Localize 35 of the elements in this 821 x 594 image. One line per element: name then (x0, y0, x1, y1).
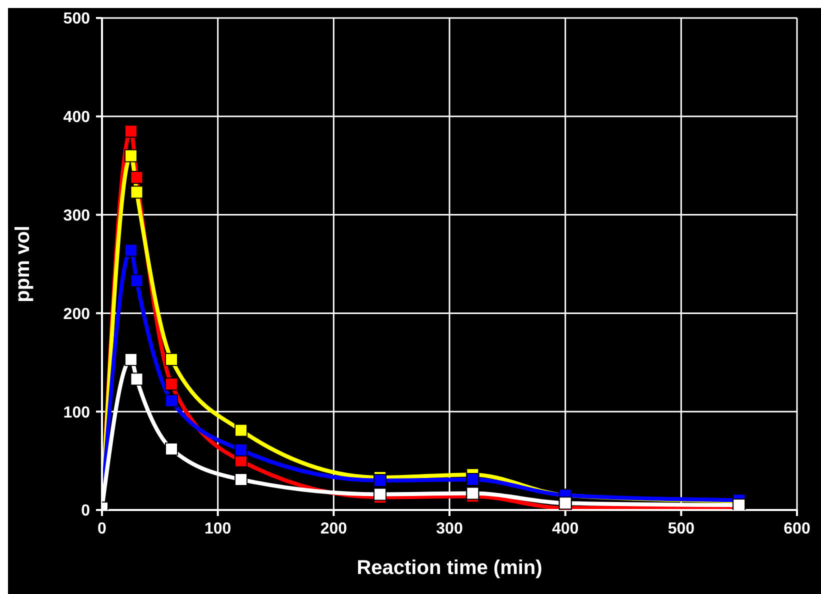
point (165, 378, 178, 391)
point (124, 244, 138, 257)
y-tick-label: 0 (81, 502, 90, 520)
x-tick-label: 300 (436, 520, 463, 538)
point (466, 486, 480, 500)
y-tick-label: 400 (63, 109, 90, 126)
y-tick-label: 500 (63, 10, 90, 28)
point (130, 274, 144, 288)
x-tick-label: 400 (552, 520, 579, 538)
point (466, 472, 480, 486)
point (124, 149, 138, 162)
point (130, 372, 144, 386)
point (374, 488, 386, 501)
point (130, 170, 144, 184)
y-tick-label: 100 (63, 404, 90, 422)
point (124, 124, 138, 138)
y-tick-label: 300 (63, 207, 90, 224)
y-tick-label: 200 (63, 306, 90, 323)
x-tick-label: 500 (668, 520, 695, 538)
point (124, 352, 138, 366)
y-axis-title: ppm vol (12, 226, 34, 302)
point (165, 442, 178, 456)
point (234, 472, 248, 486)
point (558, 496, 572, 510)
x-tick-label: 600 (784, 520, 810, 538)
point (374, 474, 386, 487)
x-tick-label: 200 (320, 520, 348, 538)
point (130, 186, 144, 199)
point (234, 424, 248, 437)
point (165, 352, 178, 366)
x-tick-label: 0 (98, 520, 107, 538)
x-tick-label: 100 (204, 520, 232, 538)
point (165, 394, 178, 408)
point (234, 443, 248, 456)
x-axis-title: Reaction time (min) (356, 557, 542, 579)
